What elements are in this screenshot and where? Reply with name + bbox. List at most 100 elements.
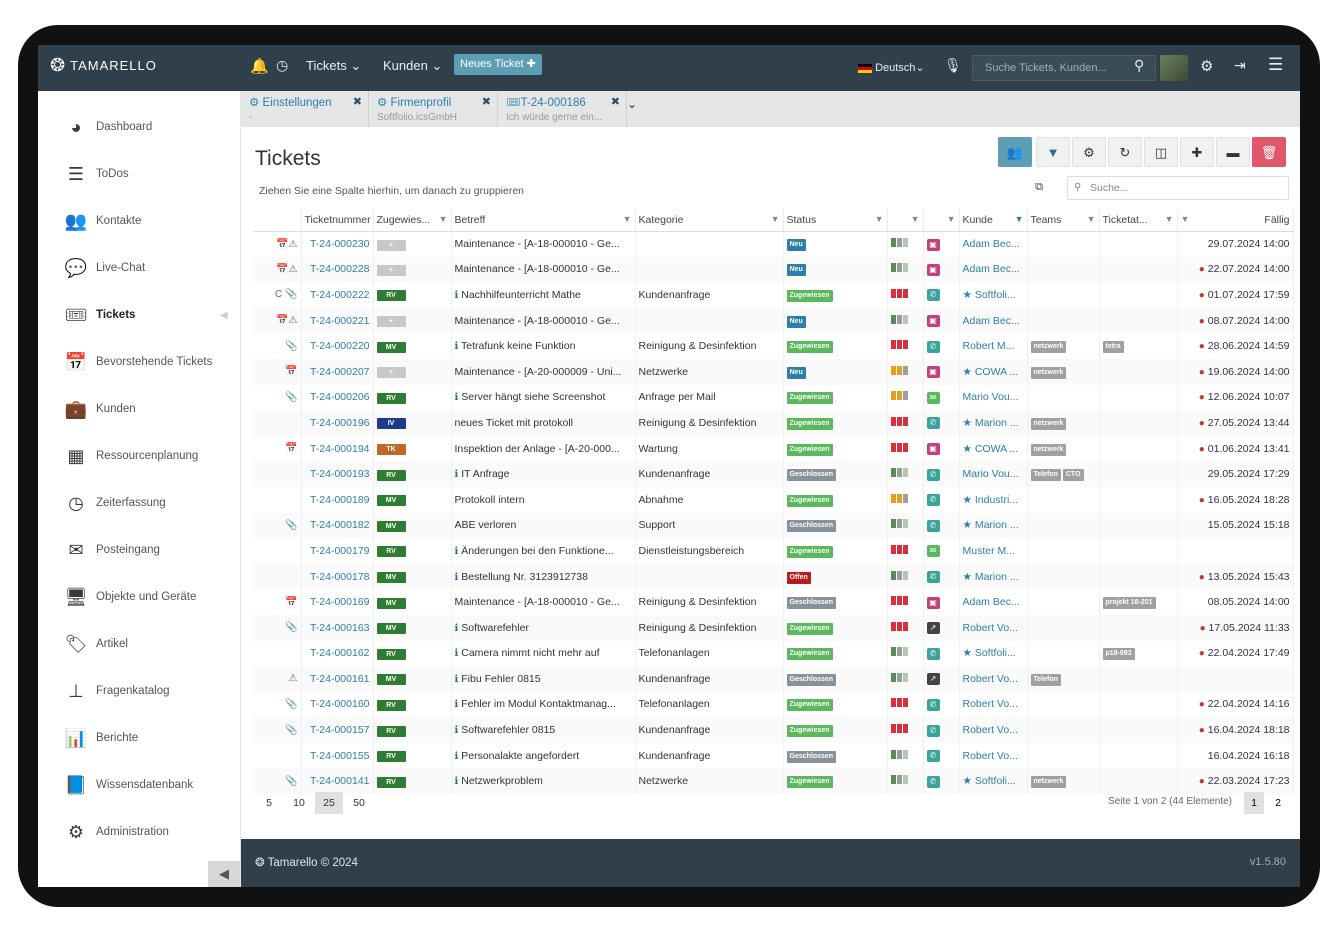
subject-cell[interactable]: ℹ Tetrafunk keine Funktion [451, 333, 636, 359]
sidebar-item-berichte[interactable]: 📊 Berichte [64, 727, 139, 748]
customer-link[interactable]: ★ Marion ... [959, 512, 1028, 539]
customer-link[interactable]: Mario Vou... [959, 461, 1028, 487]
table-row[interactable]: T-24-000179 RV ℹ Änderungen bei den Funkti… [253, 538, 1294, 564]
page-2-button[interactable]: 2 [1275, 797, 1281, 809]
page-1-button[interactable]: 1 [1244, 792, 1264, 814]
assignee-cell[interactable]: MV [373, 666, 452, 692]
filter-icon[interactable]: ▼ [622, 214, 632, 224]
customer-link[interactable]: Robert Vo... [959, 666, 1028, 692]
ticket-number-link[interactable]: T-24-000157 [301, 717, 374, 743]
customer-link[interactable]: Adam Bec... [959, 589, 1028, 615]
subject-cell[interactable]: Maintenance - [A-18-000010 - Ge... [451, 589, 636, 615]
global-search-input[interactable]: Suche Tickets, Kunden... [972, 55, 1156, 81]
subject-cell[interactable]: ℹ Netzwerkproblem [451, 768, 636, 795]
table-row[interactable]: 📎 T-24-000141 RV ℹ Netzwerkproblem Netzwerke… [253, 768, 1294, 795]
archive-button[interactable]: ▬ [1216, 137, 1250, 167]
filter-icon[interactable]: ▼ [874, 214, 884, 224]
assignee-cell[interactable]: + [373, 256, 452, 283]
filter-button[interactable]: ▼ [1036, 137, 1070, 167]
sidebar-item-kunden[interactable]: 💼 Kunden [64, 398, 136, 419]
assignee-cell[interactable]: RV [373, 384, 452, 411]
col-header-ticketattribute[interactable]: Ticketat... ▼ [1099, 209, 1178, 232]
ticket-number-link[interactable]: T-24-000179 [301, 538, 374, 564]
sidebar-item-kontakte[interactable]: 👥 Kontakte [64, 210, 142, 231]
table-row[interactable]: 📅⚠ T-24-000221 + Maintenance - [A-18-000010… [253, 307, 1294, 334]
customer-link[interactable]: ★ Marion ... [959, 410, 1028, 436]
subject-cell[interactable]: ℹ Bestellung Nr. 3123912738 [451, 563, 636, 590]
subject-cell[interactable]: ℹ Softwarefehler [451, 614, 636, 641]
table-row[interactable]: 📎 T-24-000182 MV ABE verloren Support Geschlo… [253, 512, 1294, 539]
table-row[interactable]: T-24-000193 RV ℹ IT Anfrage Kundenanfrage Ge… [253, 461, 1294, 487]
close-icon[interactable]: ✖ [610, 96, 620, 108]
ticket-number-link[interactable]: T-24-000163 [301, 614, 374, 641]
customer-link[interactable]: ★ Softfoli... [959, 768, 1028, 795]
ticket-number-link[interactable]: T-24-000194 [301, 435, 374, 462]
table-row[interactable]: T-24-000155 RV ℹ Personalakte angefordert K… [253, 742, 1294, 769]
assignee-cell[interactable]: RV [373, 768, 452, 795]
table-row[interactable]: T-24-000196 IV neues Ticket mit protokoll R… [253, 410, 1294, 436]
customer-link[interactable]: ★ COWA ... [959, 358, 1028, 385]
col-header-betreff[interactable]: Betreff ▼ [451, 209, 636, 232]
chevron-down-icon[interactable]: ⌄ [627, 97, 638, 111]
table-row[interactable]: 📎 T-24-000206 RV ℹ Server hängt siehe Scree… [253, 384, 1294, 411]
ticket-number-link[interactable]: T-24-000222 [301, 282, 374, 308]
grid-search-input[interactable]: ⚲ Suche... [1067, 176, 1289, 200]
subject-cell[interactable]: Maintenance - [A-18-000010 - Ge... [451, 256, 636, 283]
close-icon[interactable]: ✖ [481, 96, 491, 108]
columns-button[interactable]: ◫ [1144, 137, 1178, 167]
ticket-number-link[interactable]: T-24-000169 [301, 589, 374, 615]
subject-cell[interactable]: ℹ IT Anfrage [451, 461, 636, 487]
filter-icon[interactable]: ▼ [910, 214, 920, 224]
assignee-cell[interactable]: RV [373, 538, 452, 564]
ticket-number-link[interactable]: T-24-000178 [301, 563, 374, 590]
settings-button[interactable]: ⚙ [1072, 137, 1106, 167]
filter-icon[interactable]: ▼ [1014, 214, 1024, 224]
assignee-cell[interactable]: + [373, 358, 452, 385]
filter-icon[interactable]: ▼ [770, 214, 780, 224]
customer-link[interactable]: ★ Industri... [959, 486, 1028, 513]
table-row[interactable]: 📎 T-24-000157 RV ℹ Softwarefehler 0815 Kunde… [253, 717, 1294, 743]
sidebar-collapse-button[interactable]: ◀ [208, 861, 240, 887]
table-row[interactable]: ⚠ T-24-000161 MV ℹ Fibu Fehler 0815 Kundenan… [253, 666, 1294, 692]
subject-cell[interactable]: Inspektion der Anlage - [A-20-000... [451, 435, 636, 462]
subject-cell[interactable]: Maintenance - [A-20-000009 - Uni... [451, 358, 636, 385]
user-avatar[interactable] [1160, 55, 1188, 81]
customer-link[interactable]: Robert M... [959, 333, 1028, 359]
filter-icon[interactable]: ▼ [1086, 214, 1096, 224]
subject-cell[interactable]: Protokoll intern [451, 486, 636, 513]
sidebar-item-zeiterfassung[interactable]: ◷ Zeiterfassung [38, 483, 241, 523]
sidebar-item-todos[interactable]: ☰ ToDos [38, 154, 241, 194]
delete-button[interactable]: 🗑 [1252, 137, 1286, 167]
sidebar-item-bevorstehende-tickets[interactable]: 📅 Bevorstehende Tickets [64, 351, 213, 372]
table-row[interactable]: 📅⚠ T-24-000230 + Maintenance - [A-18-000010… [253, 231, 1294, 257]
assignee-cell[interactable]: RV [373, 742, 452, 769]
table-row[interactable]: 📎 T-24-000160 RV ℹ Fehler im Modul Kontaktm… [253, 691, 1294, 718]
add-button[interactable]: ✚ [1180, 137, 1214, 167]
copy-icon[interactable]: ⧉ [1035, 181, 1043, 193]
customer-link[interactable]: ★ Softfoli... [959, 282, 1028, 308]
col-header-kategorie[interactable]: Kategorie ▼ [635, 209, 784, 232]
tab-firmenprofil[interactable]: ⚙ Firmenprofil Softfolio.icsGmbH ✖ [369, 91, 498, 127]
customer-link[interactable]: Robert Vo... [959, 691, 1028, 718]
table-row[interactable]: 📎 T-24-000163 MV ℹ Softwarefehler Reinigung … [253, 614, 1294, 641]
table-row[interactable]: T-24-000178 MV ℹ Bestellung Nr. 3123912738… [253, 563, 1294, 590]
customer-link[interactable]: Adam Bec... [959, 256, 1028, 283]
subject-cell[interactable]: ℹ Fibu Fehler 0815 [451, 666, 636, 692]
sidebar-item-wissensdatenbank[interactable]: 📘 Wissensdatenbank [64, 774, 194, 795]
sidebar-item-live-chat[interactable]: 💬 Live-Chat [64, 257, 146, 278]
page-size-5[interactable]: 5 [266, 797, 272, 809]
assignee-cell[interactable]: + [373, 231, 452, 257]
search-icon[interactable]: ⚲ [1134, 57, 1145, 73]
subject-cell[interactable]: ℹ Personalakte angefordert [451, 742, 636, 769]
sidebar-item-fragenkatalog[interactable]: ⊥ Fragenkatalog [38, 671, 241, 711]
ticket-number-link[interactable]: T-24-000207 [301, 358, 374, 385]
sidebar-item-artikel[interactable]: 🏷 Artikel [64, 633, 128, 654]
subject-cell[interactable]: neues Ticket mit protokoll [451, 410, 636, 436]
assignee-cell[interactable]: RV [373, 282, 452, 308]
filter-icon[interactable]: ▼ [946, 214, 956, 224]
page-size-25[interactable]: 25 [315, 792, 343, 814]
assignee-cell[interactable]: + [373, 307, 452, 334]
microphone-icon[interactable]: 🎙 [944, 57, 962, 73]
subject-cell[interactable]: ℹ Nachhilfeunterricht Mathe [451, 282, 636, 308]
sidebar-item-objekte-und-geraete[interactable]: 🖥 Objekte und Geräte [64, 586, 197, 607]
